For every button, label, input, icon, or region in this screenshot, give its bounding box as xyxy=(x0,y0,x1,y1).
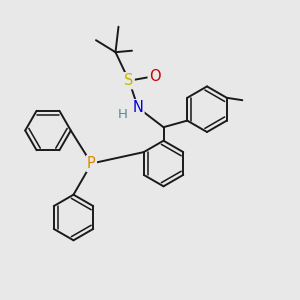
Text: N: N xyxy=(133,100,143,115)
Text: P: P xyxy=(87,156,96,171)
Text: H: H xyxy=(118,108,127,121)
Text: O: O xyxy=(149,69,160,84)
Text: S: S xyxy=(124,73,134,88)
